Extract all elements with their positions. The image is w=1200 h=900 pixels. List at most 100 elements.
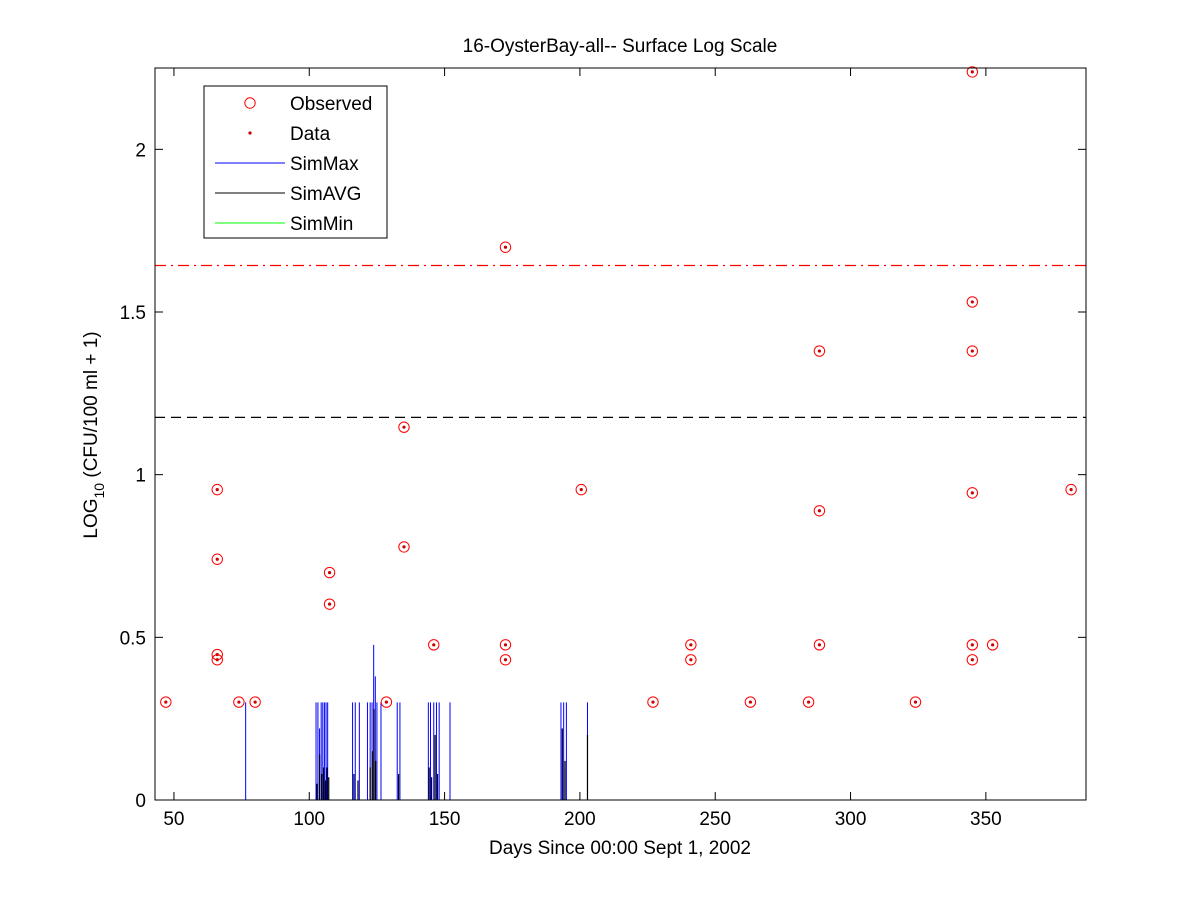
observed-point (233, 696, 245, 708)
observed-point (211, 483, 223, 496)
data-point (327, 602, 332, 606)
data-point (402, 545, 406, 549)
x-axis: 50 100 150 200 250 300 350 (163, 68, 1002, 830)
observed-point (813, 639, 826, 651)
data-point (970, 643, 974, 647)
observed-point (249, 696, 261, 708)
data-point (164, 700, 168, 704)
observed-point (966, 487, 979, 499)
data-point (970, 658, 974, 662)
observed-point (744, 696, 757, 708)
data-point (970, 70, 974, 74)
data-point (253, 700, 257, 704)
observed-point (966, 296, 979, 308)
observed-point (575, 483, 587, 496)
observed-point (323, 598, 336, 610)
data-point (806, 700, 811, 704)
data-point (651, 700, 655, 704)
observed-point (398, 541, 410, 553)
observed-point (211, 553, 223, 565)
data-point (503, 245, 508, 249)
data-point (689, 643, 693, 647)
y-tick-label: 0 (135, 791, 146, 812)
y-tick-label: 0.5 (120, 628, 146, 649)
observed-point (647, 696, 659, 708)
legend-label: SimMin (290, 214, 353, 235)
legend-label: SimMax (290, 154, 359, 175)
x-tick-label: 250 (699, 809, 731, 830)
y-axis-label-subscript: 10 (91, 483, 107, 499)
legend-observed-marker (244, 97, 256, 109)
y-tick-label: 1 (135, 466, 146, 487)
observed-point (802, 696, 815, 708)
y-axis: 0 0.5 1 1.5 2 (120, 140, 1086, 812)
observed-point (966, 66, 979, 78)
data-point (579, 488, 583, 492)
y-tick-label: 1.5 (120, 303, 146, 324)
observed-point (685, 654, 697, 666)
y-axis-label-rest: (CFU/100 ml + 1) (81, 331, 102, 483)
data-point (432, 643, 436, 647)
observed-point (211, 654, 223, 666)
x-tick-label: 150 (429, 809, 461, 830)
x-axis-label: Days Since 00:00 Sept 1, 2002 (489, 838, 751, 859)
data-point (970, 349, 974, 353)
data-point (237, 700, 241, 704)
data-point (913, 700, 918, 704)
data-point (327, 570, 332, 575)
observed-point (380, 696, 393, 708)
observed-point (398, 421, 410, 433)
observed-point (986, 639, 999, 651)
legend-data-marker (248, 131, 252, 135)
data-point (215, 488, 219, 492)
observed-point (966, 654, 979, 666)
observed-point (160, 696, 172, 708)
y-axis-label-main: LOG (81, 498, 102, 538)
x-tick-label: 100 (293, 809, 325, 830)
data-point (503, 643, 508, 647)
legend-label: Data (290, 124, 331, 145)
data-point (503, 658, 508, 662)
observed-point (813, 505, 826, 517)
data-point (1069, 488, 1073, 492)
data-point (402, 425, 406, 429)
observed-point (813, 345, 826, 357)
x-tick-label: 200 (564, 809, 596, 830)
series-observed (160, 66, 1077, 708)
observed-point (323, 566, 336, 579)
legend-label: Observed (290, 94, 372, 115)
observed-point (966, 639, 979, 651)
data-point (817, 643, 822, 647)
legend-box (203, 85, 388, 239)
observed-point (1065, 483, 1077, 496)
data-point (215, 557, 219, 561)
observed-point (966, 345, 979, 357)
observed-point (428, 639, 440, 651)
data-point (817, 509, 822, 513)
data-point (215, 658, 219, 662)
data-point (689, 658, 693, 662)
observed-point (499, 639, 512, 651)
chart-title: 16-OysterBay-all-- Surface Log Scale (463, 36, 778, 57)
data-point (970, 491, 974, 495)
data-point (970, 300, 974, 304)
observed-point (685, 639, 697, 651)
y-axis-label: LOG10 (CFU/100 ml + 1) (81, 331, 107, 538)
x-tick-label: 350 (970, 809, 1002, 830)
plot-frame (154, 67, 1087, 801)
y-tick-label: 2 (135, 140, 146, 161)
observed-point (909, 696, 922, 708)
data-point (384, 700, 388, 704)
reference-lines (155, 264, 1086, 419)
legend: Observed Data SimMax SimAVG SimMin (203, 85, 388, 239)
observed-point (499, 241, 512, 253)
data-point (991, 643, 995, 647)
legend-label: SimAVG (290, 184, 361, 205)
observed-point (499, 654, 512, 666)
x-tick-label: 50 (163, 809, 184, 830)
data-point (748, 700, 753, 704)
x-tick-label: 300 (835, 809, 867, 830)
data-point (817, 349, 822, 353)
series-simavg (316, 708, 589, 800)
